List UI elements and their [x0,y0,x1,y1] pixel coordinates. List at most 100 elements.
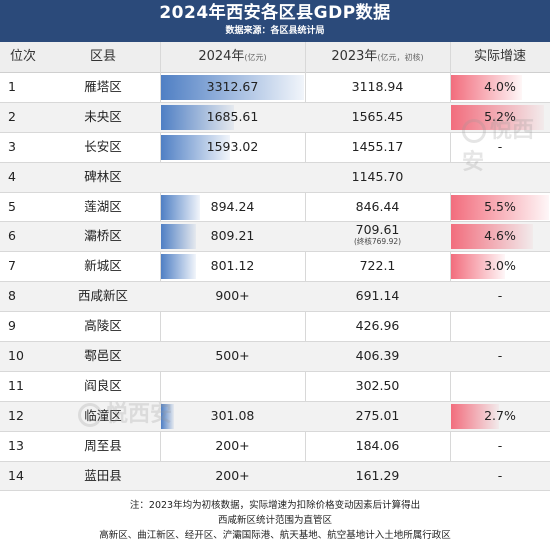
growth-cell-text: - [497,288,503,304]
gdp-2024-cell: 900+ [160,282,305,311]
growth-header: 实际增速 [473,49,526,64]
gdp-2024-cell: 801.12 [160,252,305,281]
rank-cell: 11 [0,372,54,401]
watermark-logo-bottom: 悦西安 [78,396,172,428]
gdp-2024-cell: 500+ [160,342,305,371]
rank-cell: 6 [0,222,54,251]
district-cell: 雁塔区 [46,73,160,102]
district-cell-text: 雁塔区 [84,79,122,94]
rank-cell-text: 6 [8,228,16,244]
growth-cell: 2.7% [450,402,550,431]
rank-cell: 10 [0,342,54,371]
district-cell-text: 西咸新区 [77,288,128,304]
gdp-2024-cell [160,163,305,192]
table-row: 5 莲湖区 894.24 846.44 5.5% [0,193,550,223]
gdp-2023-cell-text: 1455.17 [351,138,404,154]
chart-header: 2024年西安各区县GDP数据 数据来源：各区县统计局 [0,0,550,42]
table-row: 14 蓝田县 200+ 161.29 - [0,461,550,492]
district-cell: 周至县 [46,432,160,461]
gdp-2024-cell-text: 200+ [215,437,250,453]
gdp-2024-cell-text: 500+ [215,348,250,364]
gdp-2023-cell: 275.01 [305,402,450,431]
rank-cell-text: 8 [8,288,16,304]
district-cell-text: 高陵区 [84,318,122,334]
district-cell-text: 新城区 [84,258,122,274]
district-cell: 新城区 [46,252,160,281]
rank-cell: 14 [0,462,54,491]
rank-cell-text: 10 [8,348,24,364]
gdp-2024-cell-text: 1685.61 [206,108,259,124]
district-cell-text: 阎良区 [84,377,122,393]
growth-cell-text: 3.0% [484,258,516,274]
district-header: 区县 [89,49,116,64]
gdp-2024-bar [161,254,196,280]
gdp-2023-cell: 691.14 [305,282,450,311]
watermark-text: 悦西安 [106,402,173,427]
table-row: 10 鄠邑区 500+ 406.39 - [0,342,550,372]
growth-cell: - [450,133,550,162]
gdp-2023-cell: 1565.45 [305,103,450,132]
growth-cell: - [450,282,550,311]
rank-cell-text: 5 [8,198,16,214]
district-cell: 高陵区 [46,312,160,341]
district-cell-text: 长安区 [84,138,122,154]
gdp-2024-cell-text: 1593.02 [206,138,259,154]
gdp-2023-cell: 426.96 [305,312,450,341]
table-row: 2 未央区 1685.61 1565.45 5.2% [0,102,550,133]
gdp-2023-cell-text: 406.39 [355,348,400,364]
gdp-2023-cell: 722.1 [305,252,450,281]
growth-cell-text: 2.7% [484,407,516,423]
rank-cell: 2 [0,103,54,132]
v2023-header: 2023年(亿元，初核) [305,42,450,72]
growth-cell-text: - [497,138,503,154]
rank-cell-text: 9 [8,318,16,334]
rank-cell-text: 11 [8,377,24,393]
footnote-line-2: 西咸新区统计范围为直管区 [217,515,332,526]
growth-cell: 5.2% [450,103,550,132]
gdp-2024-cell: 1685.61 [160,103,305,132]
growth-cell [450,312,550,341]
rank-cell: 7 [0,252,54,281]
district-cell: 西咸新区 [46,282,160,311]
growth-bar [451,224,533,250]
gdp-2023-cell-text: 691.14 [355,288,400,304]
growth-cell-text: 5.2% [484,108,516,124]
watermark-text: 悦西安 [462,118,535,175]
v2024-header-label: 2024年 [198,49,245,64]
growth-cell-text: - [497,467,503,483]
watermark-icon [462,119,486,143]
table-row: 1 雁塔区 3312.67 3118.94 4.0% [0,73,550,103]
district-cell: 蓝田县 [46,462,160,491]
column-divider [450,42,451,473]
gdp-2024-cell-text: 801.12 [210,258,255,274]
growth-cell-text: 5.5% [484,198,516,214]
gdp-2024-cell-text: 200+ [215,467,250,483]
rank-cell-text: 2 [8,108,16,124]
growth-cell-text: 4.0% [484,79,516,94]
rank-cell: 12 [0,402,54,431]
chart-title: 2024年西安各区县GDP数据 [159,3,391,23]
district-cell-text: 莲湖区 [84,198,122,214]
rank-cell: 5 [0,193,54,222]
growth-bar [451,403,500,429]
table-row: 3 长安区 1593.02 1455.17 - [0,133,550,163]
rank-cell: 9 [0,312,54,341]
gdp-2023-cell-text: 426.96 [355,318,400,334]
rank-cell: 3 [0,133,54,162]
gdp-2023-cell: 161.29 [305,462,450,491]
table-row: 6 灞桥区 809.21 709.61 (终核769.92) 4.6% [0,222,550,253]
growth-bar [451,194,549,220]
gdp-2023-cell: 846.44 [305,193,450,222]
gdp-2023-cell: 3118.94 [305,73,450,102]
gdp-2024-cell: 809.21 [160,222,305,251]
gdp-2023-cell-text: 161.29 [355,467,400,483]
v2023-header-unit: (亿元，初核) [377,53,424,62]
v2024-header: 2024年(亿元) [160,42,305,72]
gdp-2024-bar [161,134,230,160]
rank-cell-text: 3 [8,138,16,154]
column-divider [160,42,161,473]
gdp-2024-cell [160,312,305,341]
column-header-row: 位次 区县 2024年(亿元) 2023年(亿元，初核) 实际增速 [0,42,550,73]
v2024-header-unit: (亿元) [244,53,267,62]
rank-cell-text: 7 [8,258,16,274]
